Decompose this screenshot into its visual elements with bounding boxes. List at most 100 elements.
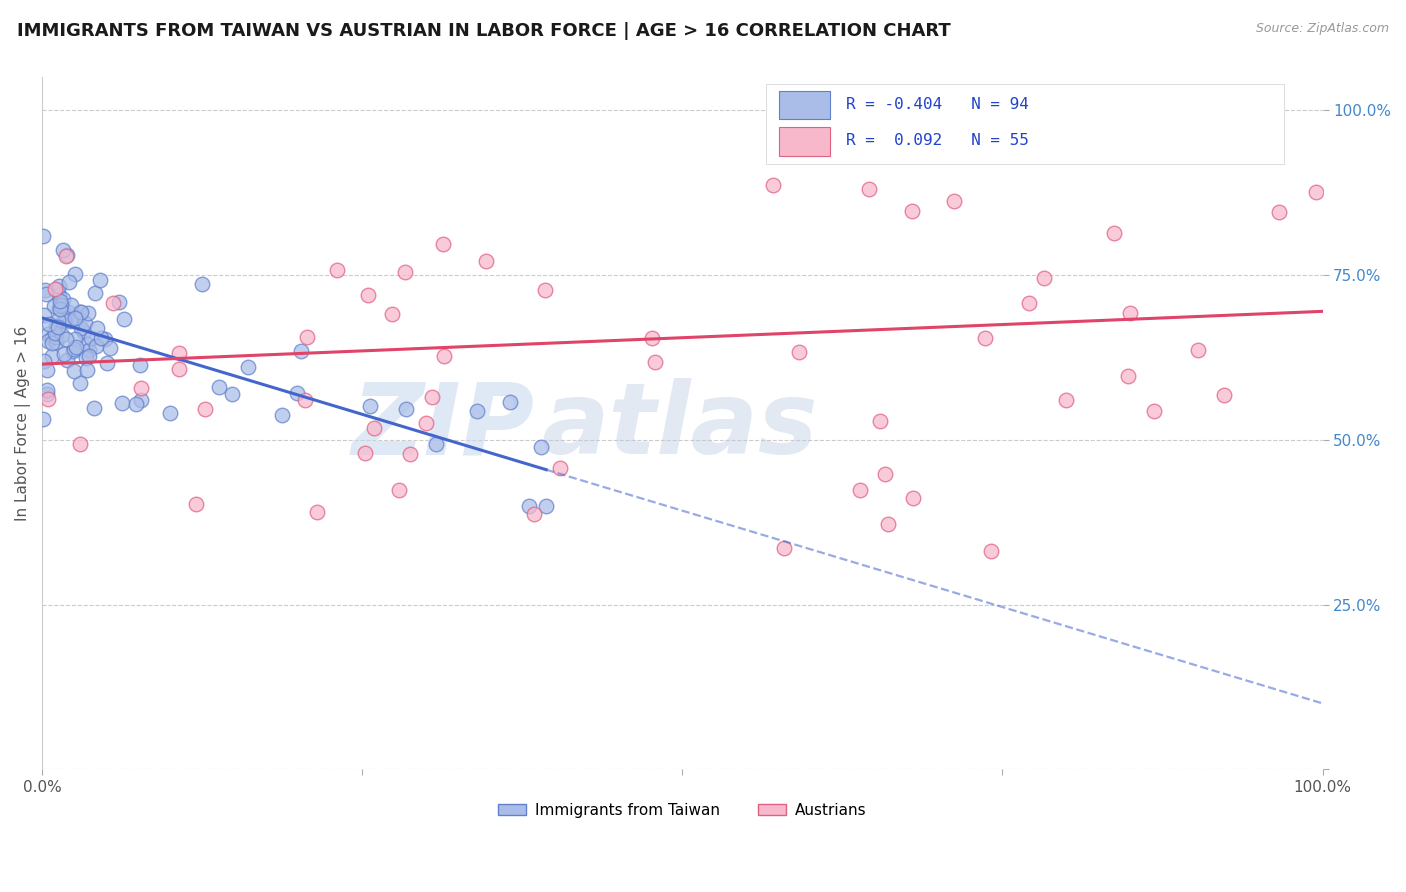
Point [31, 411, 53, 425]
Point [35, 383, 58, 397]
Text: Source: ZipAtlas.com: Source: ZipAtlas.com [1256, 22, 1389, 36]
Point [52, 312, 75, 326]
Point [46, 312, 69, 326]
Point [32, 353, 55, 368]
Point [167, 346, 190, 360]
Point [307, 504, 329, 518]
Point [125, 397, 148, 411]
Point [103, 296, 125, 310]
Point [45, 318, 67, 333]
Point [44, 282, 66, 296]
Point [395, 402, 418, 417]
Point [55, 250, 77, 264]
Point [394, 264, 416, 278]
Point [37, 327, 59, 342]
Point [1033, 271, 1056, 285]
Point [901, 491, 924, 505]
Point [77, 343, 100, 358]
Point [644, 354, 666, 368]
Point [1116, 368, 1139, 383]
Point [44, 326, 66, 340]
Point [875, 467, 897, 481]
Point [41, 349, 63, 363]
Point [49, 302, 72, 317]
Point [65, 332, 87, 346]
Text: atlas: atlas [541, 378, 818, 475]
Point [35, 387, 58, 401]
Point [46, 319, 69, 334]
Point [1212, 388, 1234, 402]
Point [45, 334, 67, 349]
Point [1018, 296, 1040, 310]
Point [271, 408, 294, 422]
Point [290, 343, 312, 358]
Point [55, 308, 77, 322]
Point [1119, 306, 1142, 320]
Point [773, 541, 796, 555]
Point [35, 362, 58, 376]
Point [49, 298, 72, 312]
Point [58, 314, 80, 328]
Point [900, 203, 922, 218]
Point [35, 287, 58, 301]
Point [1305, 185, 1327, 199]
Point [69, 305, 91, 319]
Point [359, 399, 381, 413]
Point [86, 321, 108, 335]
Point [31, 229, 53, 244]
Point [90, 331, 112, 345]
Point [381, 307, 404, 321]
Point [34, 283, 56, 297]
Point [523, 508, 546, 522]
Point [858, 181, 880, 195]
Point [76, 337, 98, 351]
Point [65, 340, 87, 354]
Point [399, 447, 422, 461]
Point [84, 285, 107, 300]
Point [89, 273, 111, 287]
Point [41, 331, 63, 345]
Point [353, 446, 375, 460]
Point [49, 294, 72, 309]
Point [93, 332, 115, 346]
Point [208, 380, 231, 394]
Point [294, 392, 316, 407]
Point [73, 316, 96, 330]
Point [420, 390, 443, 404]
Point [111, 396, 134, 410]
Point [48, 301, 70, 316]
Point [84, 339, 107, 353]
Point [58, 276, 80, 290]
Point [112, 311, 135, 326]
Point [76, 362, 98, 376]
Point [63, 267, 86, 281]
Point [129, 358, 152, 372]
Point [357, 288, 380, 302]
Point [499, 395, 522, 409]
Point [877, 516, 900, 531]
Point [848, 483, 870, 497]
Point [98, 341, 121, 355]
Point [517, 499, 540, 513]
Point [56, 248, 79, 262]
Point [221, 387, 243, 401]
Point [52, 347, 75, 361]
Point [45, 329, 67, 343]
Point [194, 401, 217, 416]
Point [425, 437, 447, 451]
Point [159, 406, 181, 420]
Point [48, 279, 70, 293]
Text: IMMIGRANTS FROM TAIWAN VS AUSTRIAN IN LABOR FORCE | AGE > 16 CORRELATION CHART: IMMIGRANTS FROM TAIWAN VS AUSTRIAN IN LA… [17, 22, 950, 40]
Point [42, 299, 65, 313]
Text: ZIP: ZIP [352, 378, 536, 475]
Point [548, 460, 571, 475]
Point [96, 356, 118, 370]
Point [51, 292, 73, 306]
Point [285, 386, 308, 401]
Point [83, 401, 105, 415]
Point [51, 327, 73, 342]
Point [38, 317, 60, 331]
Point [432, 237, 454, 252]
Point [66, 310, 89, 325]
Point [69, 376, 91, 390]
